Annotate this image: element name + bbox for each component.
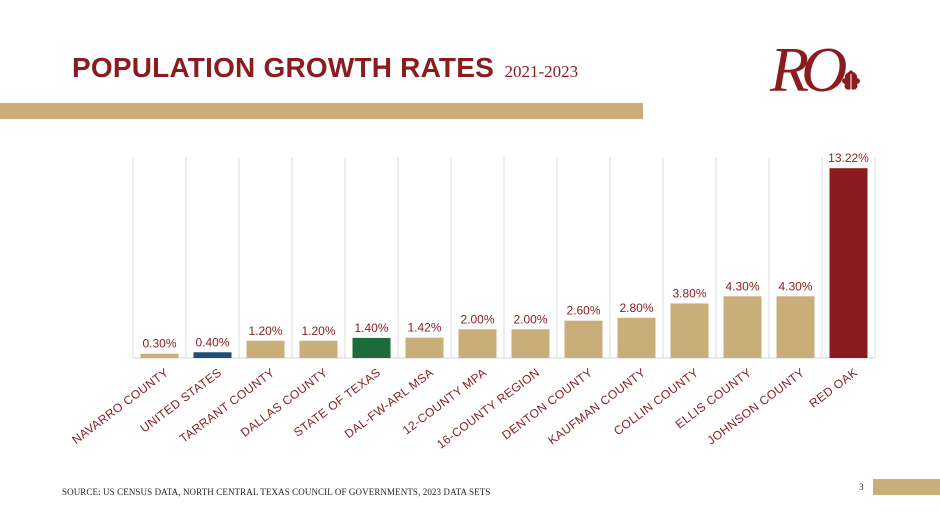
title-main: POPULATION GROWTH RATES <box>72 52 494 83</box>
title-underline-bar <box>0 103 643 119</box>
bar <box>405 337 444 358</box>
data-label: 0.40% <box>195 335 229 349</box>
source-note: SOURCE: US CENSUS DATA, NORTH CENTRAL TE… <box>62 487 491 497</box>
data-label: 1.42% <box>407 321 441 335</box>
logo-text: RO <box>770 34 847 105</box>
data-label: 0.30% <box>142 337 176 351</box>
category-label: JOHNSON COUNTY <box>704 365 807 447</box>
data-label: 4.30% <box>778 279 812 293</box>
oak-leaf-icon <box>842 70 860 92</box>
category-label: STATE OF TEXAS <box>291 365 383 439</box>
bar <box>458 329 497 358</box>
slide-title: POPULATION GROWTH RATES 2021-2023 <box>72 52 578 84</box>
bar <box>140 353 179 358</box>
data-label: 1.20% <box>248 324 282 338</box>
bar <box>299 340 338 358</box>
red-oak-logo: RO <box>770 38 874 108</box>
bar <box>617 317 656 358</box>
data-label: 2.00% <box>460 312 494 326</box>
data-label: 2.80% <box>619 301 653 315</box>
category-label: KAUFMAN COUNTY <box>545 365 648 447</box>
category-label: DALLAS COUNTY <box>238 365 330 440</box>
category-label: RED OAK <box>807 365 861 410</box>
title-years: 2021-2023 <box>504 62 579 81</box>
data-label: 13.22% <box>828 151 869 165</box>
data-label: 2.00% <box>513 312 547 326</box>
category-label: NAVARRO COUNTY <box>69 365 171 447</box>
category-label: DENTON COUNTY <box>499 365 595 442</box>
bar <box>511 329 550 358</box>
data-label: 3.80% <box>672 286 706 300</box>
category-label: 16-COUNTY REGION <box>434 365 542 451</box>
data-label: 4.30% <box>725 279 759 293</box>
bar <box>829 168 868 358</box>
category-label: DAL-FW-ARL MSA <box>342 365 436 441</box>
data-label: 2.60% <box>566 304 600 318</box>
bar <box>352 337 391 358</box>
page-number: 3 <box>859 482 864 492</box>
bar <box>776 296 815 358</box>
data-label: 1.20% <box>301 324 335 338</box>
bar <box>670 303 709 358</box>
data-label: 1.40% <box>354 321 388 335</box>
bar <box>564 320 603 358</box>
footer-bar <box>873 479 940 495</box>
bar <box>246 340 285 358</box>
bar <box>193 352 232 358</box>
bar <box>723 296 762 358</box>
category-label: TARRANT COUNTY <box>177 365 277 445</box>
